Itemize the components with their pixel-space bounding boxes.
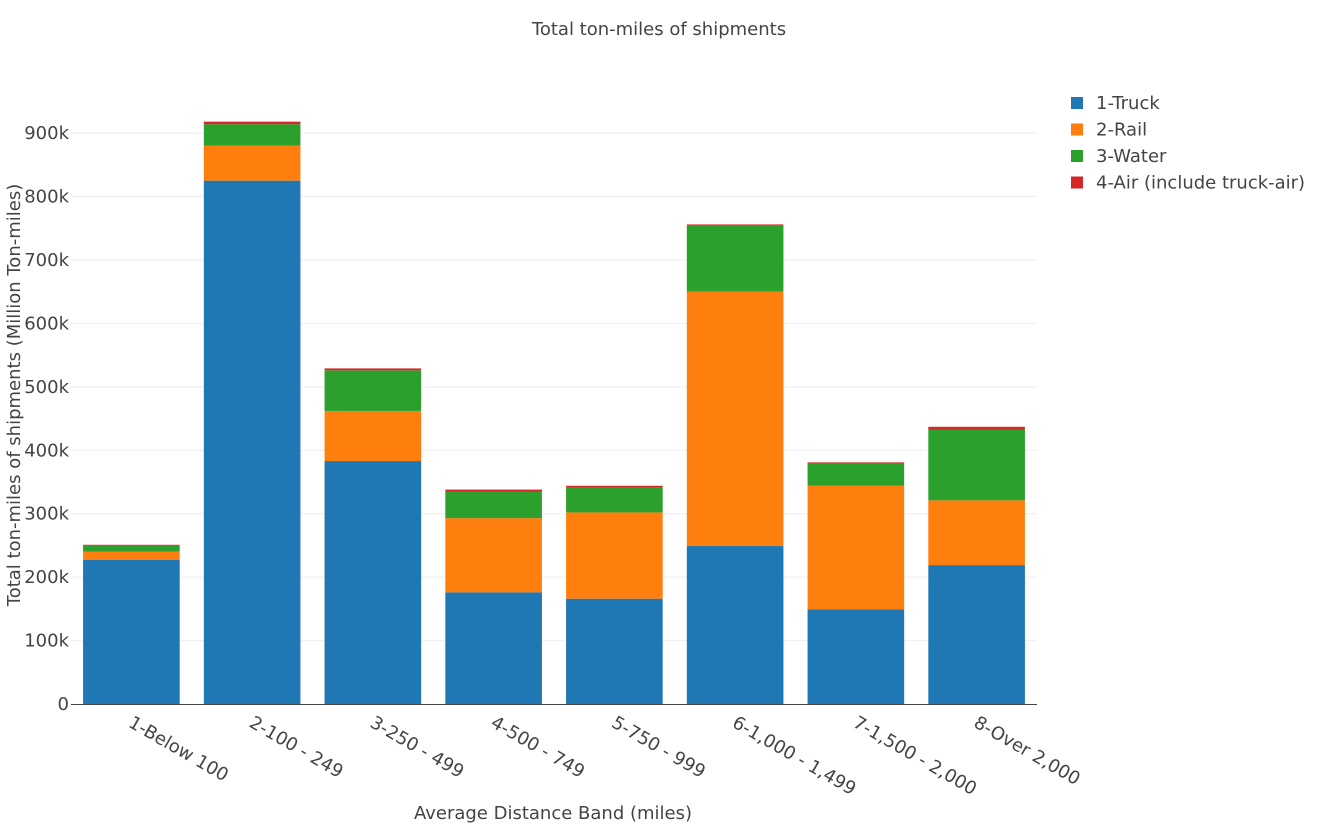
bar-1-3[interactable] [324,461,422,704]
bar-4-6[interactable] [686,224,784,226]
y-tick-label: 400k [24,440,69,461]
bar-1-7[interactable] [807,609,905,704]
legend[interactable]: 1-Truck 2-Rail 3-Water 4-Air (include truck… [1071,93,1305,194]
legend-label: 1-Truck [1096,93,1160,114]
x-tick-label: 7-1,500 - 2,000 [849,712,980,800]
y-tick-label: 300k [24,504,69,525]
legend-item-2[interactable]: 2-Rail [1071,120,1147,141]
legend-label: 4-Air (include truck-air) [1096,173,1305,194]
bar-2-3[interactable] [324,410,422,462]
x-tick-label: 5-750 - 999 [608,712,709,782]
y-tick-label: 900k [24,123,69,144]
bar-1-6[interactable] [686,546,784,704]
bar-3-1[interactable] [83,545,180,552]
y-tick-labels: 0 100k 200k 300k 400k 500k 600k 700k 800k 900k [24,123,69,715]
y-tick-label: 0 [58,694,69,715]
legend-item-3[interactable]: 3-Water [1071,146,1167,167]
x-tick-label: 3-250 - 499 [366,712,467,782]
legend-label: 3-Water [1096,146,1167,167]
bar-4-8[interactable] [928,426,1025,430]
y-tick-label: 100k [24,631,69,652]
x-tick-label: 8-Over 2,000 [970,712,1084,790]
bar-3-8[interactable] [928,429,1025,501]
bar-1-2[interactable] [203,180,301,704]
legend-swatch [1071,123,1083,136]
bar-3-2[interactable] [203,124,301,146]
bar-4-5[interactable] [566,485,663,488]
bar-2-6[interactable] [686,291,784,547]
y-tick-label: 800k [24,187,69,208]
bar-2-5[interactable] [566,512,663,599]
bar-2-8[interactable] [928,500,1025,566]
bar-3-4[interactable] [445,491,542,519]
bar-2-7[interactable] [807,485,905,610]
x-tick-label: 1-Below 100 [125,712,232,786]
bar-3-6[interactable] [686,225,784,292]
bar-4-4[interactable] [445,489,542,492]
chart-title: Total ton-miles of shipments [531,19,786,40]
bar-1-4[interactable] [445,592,542,704]
bar-3-3[interactable] [324,370,422,411]
x-axis-title: Average Distance Band (miles) [414,803,692,824]
legend-swatch [1071,150,1083,162]
y-tick-label: 500k [24,377,69,398]
bar-2-4[interactable] [445,518,542,593]
bar-2-2[interactable] [203,145,301,181]
bar-3-5[interactable] [566,487,663,513]
bar-1-8[interactable] [928,565,1025,704]
bar-4-1[interactable] [83,544,180,546]
bar-3-7[interactable] [807,462,905,486]
y-axis-title: Total ton-miles of shipments (Million To… [4,184,25,607]
legend-swatch [1071,97,1083,109]
y-tick-label: 200k [24,567,69,588]
x-tick-label: 6-1,000 - 1,499 [729,712,860,800]
y-tick-label: 700k [24,250,69,271]
legend-item-4[interactable]: 4-Air (include truck-air) [1071,173,1305,194]
legend-item-1[interactable]: 1-Truck [1071,93,1160,114]
bar-4-3[interactable] [324,368,422,371]
bar-1-5[interactable] [566,598,663,704]
x-tick-label: 4-500 - 749 [487,712,588,782]
bar-4-7[interactable] [807,462,905,463]
x-tick-labels: 1-Below 100 2-100 - 249 3-250 - 499 4-500 -… [125,712,1084,800]
legend-label: 2-Rail [1096,120,1147,141]
bar-4-2[interactable] [203,121,301,125]
bar-1-1[interactable] [83,559,180,704]
x-tick-label: 2-100 - 249 [246,712,347,782]
y-tick-label: 600k [24,313,69,334]
legend-swatch [1071,176,1083,189]
bar-2-1[interactable] [83,551,180,560]
bars [83,121,1025,704]
